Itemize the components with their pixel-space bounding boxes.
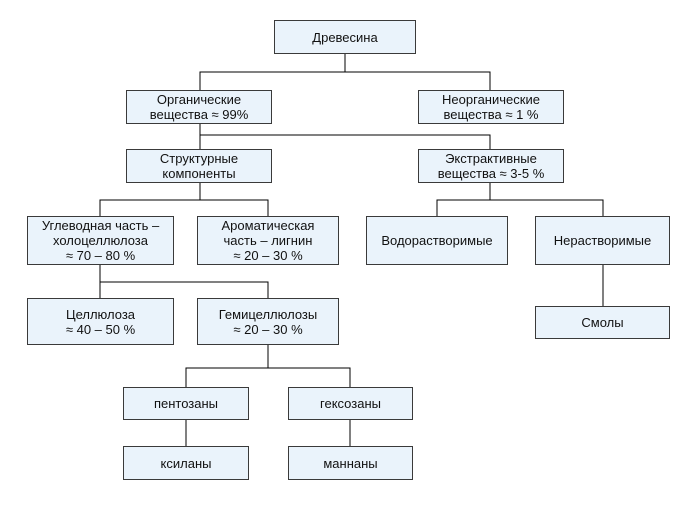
- node-insoluble: Нерастворимые: [535, 216, 670, 265]
- node-resins: Смолы: [535, 306, 670, 339]
- edge-carbohydrate-branch: [100, 281, 269, 298]
- edge-wood-branch: [199, 71, 491, 90]
- node-extractive: Экстрактивные вещества ≈ 3-5 %: [418, 149, 564, 183]
- edge-structural-branch: [99, 199, 269, 216]
- node-pentosans: пентозаны: [123, 387, 249, 420]
- node-carbohydrate: Углеводная часть – холоцеллюлоза ≈ 70 – …: [27, 216, 174, 265]
- node-xylans: ксиланы: [123, 446, 249, 480]
- edge-hemicellulose-branch: [185, 367, 351, 387]
- edge-organic-branch: [200, 134, 491, 149]
- node-inorganic: Неорганические вещества ≈ 1 %: [418, 90, 564, 124]
- node-hemicellulose: Гемицеллюлозы ≈ 20 – 30 %: [197, 298, 339, 345]
- node-wood: Древесина: [274, 20, 416, 54]
- node-hexosans: гексозаны: [288, 387, 413, 420]
- node-water-soluble: Водорастворимые: [366, 216, 508, 265]
- edge-extractive-branch: [436, 199, 604, 216]
- node-organic: Органические вещества ≈ 99%: [126, 90, 272, 124]
- node-mannans: маннаны: [288, 446, 413, 480]
- node-aromatic: Ароматическая часть – лигнин ≈ 20 – 30 %: [197, 216, 339, 265]
- node-structural: Структурные компоненты: [126, 149, 272, 183]
- node-cellulose: Целлюлоза ≈ 40 – 50 %: [27, 298, 174, 345]
